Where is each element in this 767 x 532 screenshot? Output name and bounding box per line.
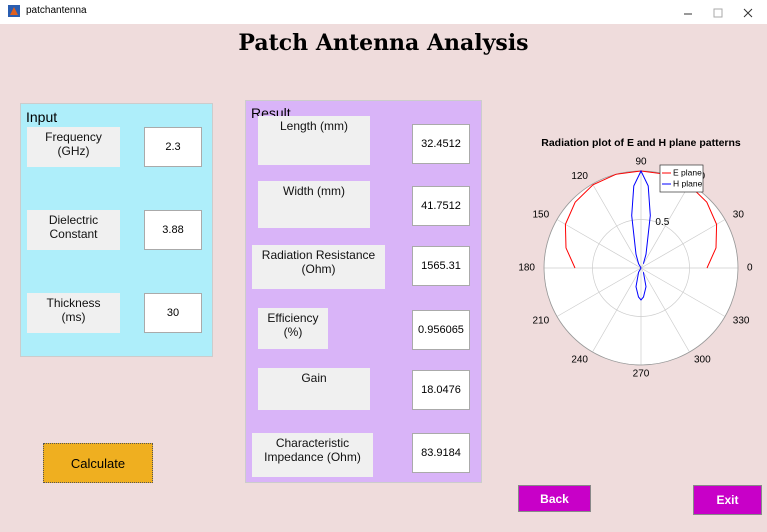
angle-tick-label: 180 xyxy=(518,263,535,274)
chart-title: Radiation plot of E and H plane patterns xyxy=(541,137,741,149)
exit-button[interactable]: Exit xyxy=(693,485,762,515)
angle-tick-label: 270 xyxy=(633,369,650,380)
angle-tick-label: 210 xyxy=(533,316,550,327)
window-controls[interactable] xyxy=(680,6,760,20)
r-tick-label: 0.5 xyxy=(655,217,669,228)
field-label: Frequency (GHz) xyxy=(27,127,120,167)
angle-tick-label: 300 xyxy=(694,354,711,365)
field-label: Characteristic Impedance (Ohm) xyxy=(252,433,373,477)
angle-tick-label: 120 xyxy=(571,171,588,182)
back-button[interactable]: Back xyxy=(518,485,591,512)
value-box[interactable]: 2.3 xyxy=(144,127,202,167)
value-box[interactable]: 83.9184 xyxy=(412,433,470,473)
field-label: Length (mm) xyxy=(258,116,370,165)
window-title: patchantenna xyxy=(26,5,87,16)
value-box[interactable]: 1565.31 xyxy=(412,246,470,286)
calculate-button[interactable]: Calculate xyxy=(43,443,153,483)
value-box[interactable]: 0.956065 xyxy=(412,310,470,350)
value-box[interactable]: 18.0476 xyxy=(412,370,470,410)
field-label: Gain xyxy=(258,368,370,410)
angle-tick-label: 150 xyxy=(533,210,550,221)
page-title: Patch Antenna Analysis xyxy=(238,30,529,56)
value-box[interactable]: 32.4512 xyxy=(412,124,470,164)
app-icon xyxy=(8,5,20,17)
value-box[interactable]: 30 xyxy=(144,293,202,333)
grid-ring xyxy=(592,219,690,317)
legend-label: H plane xyxy=(673,178,703,188)
panel-title: Input xyxy=(24,109,60,125)
field-label: Efficiency (%) xyxy=(258,308,328,349)
angle-tick-label: 240 xyxy=(571,354,588,365)
value-box[interactable]: 41.7512 xyxy=(412,186,470,226)
legend-box xyxy=(659,164,704,193)
field-label: Width (mm) xyxy=(258,181,370,228)
angle-tick-label: 0 xyxy=(747,263,753,274)
field-label: Dielectric Constant xyxy=(27,210,120,250)
angle-tick-label: 330 xyxy=(733,316,750,327)
series-line xyxy=(631,169,651,301)
angle-tick-label: 90 xyxy=(635,157,647,168)
title-bar: patchantenna xyxy=(0,0,767,24)
field-label: Thickness (ms) xyxy=(27,293,120,333)
value-box[interactable]: 3.88 xyxy=(144,210,202,250)
angle-tick-label: 30 xyxy=(733,210,745,221)
legend-label: E plane xyxy=(673,167,702,177)
polar-chart: Radiation plot of E and H plane patterns… xyxy=(518,137,753,380)
field-label: Radiation Resistance (Ohm) xyxy=(252,245,385,289)
